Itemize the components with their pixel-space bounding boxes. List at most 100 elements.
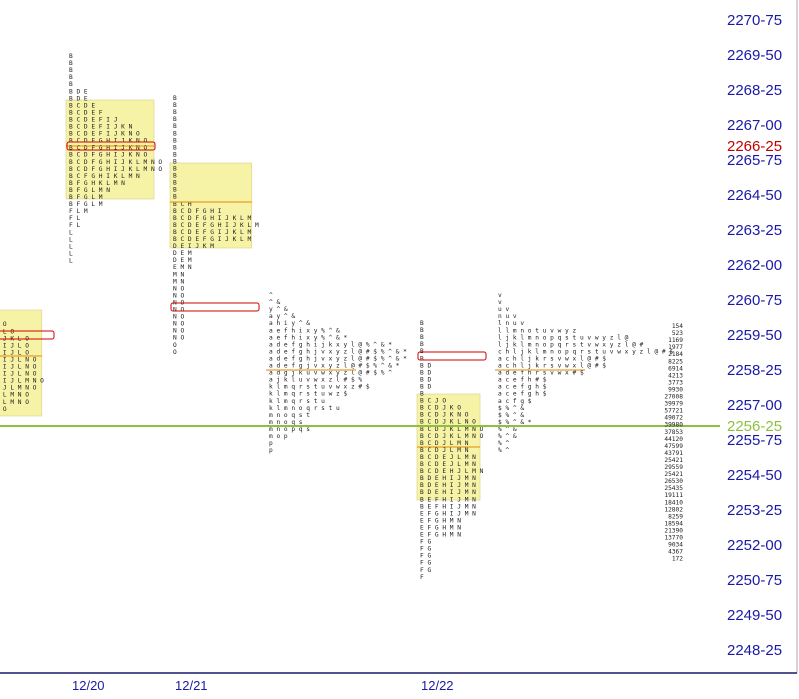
profile-p3: ^^ &y ^ &a y ^ &a h i y ^ &a e f h i x y… <box>266 292 407 454</box>
tpo-row: B F G H K L M N <box>69 180 125 187</box>
tpo-row: B <box>173 137 177 144</box>
ib-marker <box>0 330 55 340</box>
tpo-row: B <box>69 74 73 81</box>
tpo-row: % ^ & <box>498 433 517 440</box>
tpo-row: M N <box>173 271 184 278</box>
price-tick-label: 2253-25 <box>727 502 782 519</box>
tpo-row: a d e f g h j v x y z l @ # $ % ^ & * <box>269 355 407 362</box>
price-tick-label: 2263-25 <box>727 222 782 239</box>
tpo-row: L <box>69 243 73 250</box>
tpo-row: a c h l j k r s v w x l @ # $ <box>498 355 606 362</box>
tpo-row: D E I J K M <box>173 243 214 250</box>
tpo-row: F G <box>420 553 431 560</box>
tpo-row: B E F H I J M N <box>420 496 476 503</box>
price-tick-label: 2249-50 <box>727 607 782 624</box>
date-tick-label: 12/22 <box>421 678 454 693</box>
tpo-row: a c e f g h $ <box>498 384 547 391</box>
tpo-row: L <box>69 257 73 264</box>
tpo-row: v <box>498 299 502 306</box>
tpo-row: B D <box>420 362 431 369</box>
volume-value: 25435 <box>664 485 683 492</box>
tpo-row: G H I J L N O <box>0 364 37 371</box>
tpo-row: B D <box>420 383 431 390</box>
price-tick-label: 2265-75 <box>727 152 782 169</box>
tpo-row: ^ <box>269 292 273 299</box>
tpo-row: a e f h i x y % ^ & * <box>269 334 348 341</box>
volume-value: 8259 <box>668 513 683 520</box>
price-tick-label: 2255-75 <box>727 432 782 449</box>
tpo-row: B C D E F I J K N <box>69 124 133 131</box>
tpo-row: B C D F G H I J K L M N O <box>69 166 162 173</box>
tpo-row: n u v <box>498 313 517 320</box>
tpo-row: B C D J L M N <box>420 447 469 454</box>
tpo-row: B C D E F G I J K L M <box>173 236 252 243</box>
tpo-row: M N O <box>0 406 7 413</box>
tpo-row: a d e f h r s v w x # $ <box>498 370 584 377</box>
tpo-row: a y ^ & <box>269 313 295 320</box>
price-tick-label: 2254-50 <box>727 467 782 484</box>
tpo-row: D E M <box>173 250 192 257</box>
tpo-row: y ^ & <box>269 306 288 313</box>
tpo-row: B C H <box>173 201 192 208</box>
tpo-row: B <box>173 109 177 116</box>
tpo-row: I J L M N O <box>0 399 29 406</box>
tpo-row: B C F G H I K L M N <box>69 173 140 180</box>
tpo-row: l j k l m n o p q s t u v w y z l @ <box>498 334 629 341</box>
tpo-row: B D E H I J M N <box>420 482 476 489</box>
tpo-row: G H I J L O <box>0 342 29 349</box>
tpo-row: $ % ^ & <box>498 412 524 419</box>
tpo-row: B <box>173 144 177 151</box>
tpo-row: a h i y ^ & <box>269 320 310 327</box>
volume-value: 4213 <box>668 372 683 379</box>
tpo-row: a d e f g h j v x y z l @ # $ % ^ & * <box>269 348 407 355</box>
tpo-row: B F G L M <box>69 201 103 208</box>
tpo-row: F G <box>420 567 431 574</box>
tpo-row: B C D E H J L M N <box>420 468 484 475</box>
tpo-row: m n o q s <box>269 419 303 426</box>
tpo-row: B C D J K O <box>420 405 461 412</box>
volume-value: 9034 <box>668 542 683 549</box>
profile-p5: vvu vn u vl n u vl l m n o t u v w y zl … <box>495 292 673 454</box>
tpo-row: l n u v <box>498 320 524 327</box>
volume-value: 39980 <box>664 422 683 429</box>
tpo-row: B D E H I J M N <box>420 489 476 496</box>
tpo-row: I J L M N O <box>0 392 29 399</box>
profiles-layer: JJJKK L OJ K L OB I J K L OG H I J L OG … <box>0 53 673 581</box>
tpo-row: G H I J L N O <box>0 371 37 378</box>
price-tick-label: 2268-25 <box>727 82 782 99</box>
volume-value: 29559 <box>664 464 683 471</box>
volume-value: 154 <box>672 323 683 330</box>
date-tick-label: 12/21 <box>175 678 208 693</box>
tpo-row: B <box>173 95 177 102</box>
tpo-row: G H I J L N O <box>0 356 37 363</box>
tpo-row: $ % ^ & * <box>498 419 532 426</box>
tpo-row: a d e f g j v x y z l @ # $ % ^ & * <box>269 363 400 370</box>
profile-p0: JJJKK L OJ K L OB I J K L OG H I J L OG … <box>0 309 55 417</box>
tpo-row: B C D E F G I J K L M <box>173 229 252 236</box>
tpo-row: B C D E F <box>69 109 103 116</box>
tpo-row: B D E H I J M N <box>420 475 476 482</box>
volume-value: 9930 <box>668 386 683 393</box>
tpo-row: m n o q s t <box>269 412 310 419</box>
tpo-row: M N <box>173 278 184 285</box>
ib-marker <box>417 351 487 361</box>
volume-value: 19111 <box>664 492 683 499</box>
tpo-row: % ^ <box>498 447 509 454</box>
tpo-row: a c f g $ <box>498 398 532 405</box>
tpo-row: a d e f g h i j k x y l @ % ^ & * <box>269 341 392 348</box>
tpo-row: p <box>269 447 273 454</box>
volume-value: 37853 <box>664 429 683 436</box>
tpo-row: L <box>69 236 73 243</box>
volume-value: 57721 <box>664 408 683 415</box>
last-price-label: 2256-25 <box>727 418 782 435</box>
tpo-row: B <box>173 102 177 109</box>
tpo-row: l l m n o t u v w y z <box>498 327 577 334</box>
tpo-row: E M N <box>173 264 192 271</box>
tpo-row: a c e f h # $ <box>498 377 547 384</box>
tpo-row: B <box>420 334 424 341</box>
tpo-row: B C D J K N O <box>420 412 469 419</box>
volume-value: 172 <box>672 556 683 563</box>
tpo-row: O <box>173 342 177 349</box>
